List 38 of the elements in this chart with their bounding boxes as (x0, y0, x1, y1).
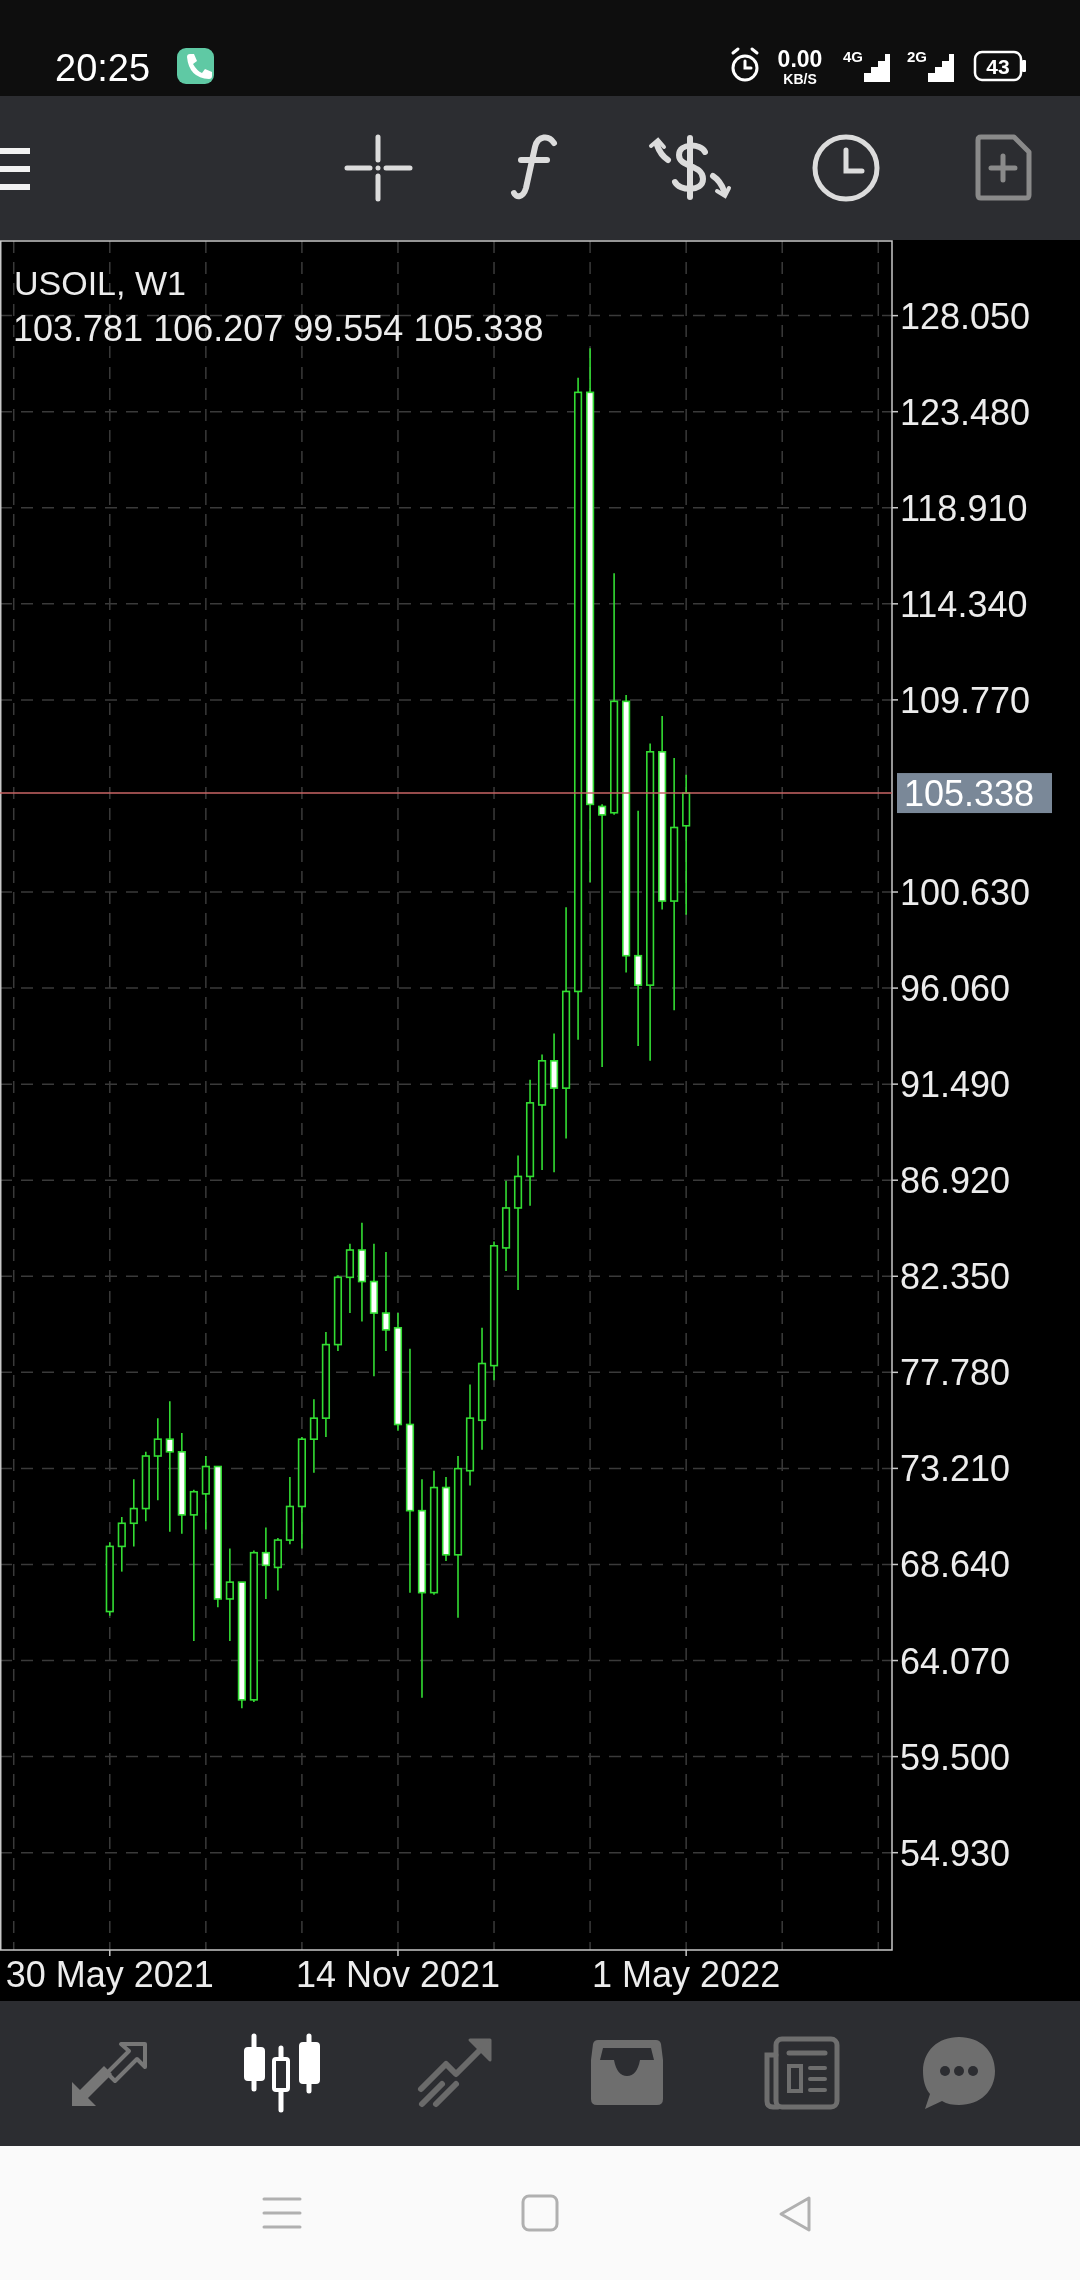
y-tick-label: 123.480 (900, 391, 1031, 433)
candlestick (117, 1516, 126, 1573)
y-tick-label: 128.050 (900, 295, 1031, 337)
text: 2G (906, 48, 928, 65)
y-tick-label: 86.920 (900, 1159, 1011, 1201)
y-tick-label: 54.930 (900, 1832, 1011, 1874)
candlestick (261, 1526, 270, 1600)
y-tick-label: 68.640 (900, 1543, 1011, 1585)
text: USOIL, W1 (14, 264, 186, 302)
candlestick (225, 1547, 234, 1642)
text: 0.00 (777, 46, 823, 72)
y-tick-label: 100.630 (900, 871, 1031, 913)
y-tick-label: 59.500 (900, 1736, 1011, 1778)
candlestick (309, 1398, 319, 1474)
candlestick (598, 803, 607, 1068)
y-tick-label: 64.070 (900, 1640, 1011, 1682)
ref-line-label: 105.338 (904, 772, 1035, 814)
y-tick-label: 73.210 (900, 1447, 1011, 1489)
text: 4G (842, 48, 864, 65)
y-tick-label: 96.060 (900, 967, 1011, 1009)
candlestick (189, 1488, 198, 1642)
y-tick-label: 114.340 (900, 583, 1028, 625)
candlestick (129, 1478, 138, 1548)
text: 103.781 106.207 99.554 105.338 (13, 308, 544, 349)
y-tick-label: 91.490 (900, 1063, 1011, 1105)
y-tick-label: 82.350 (900, 1255, 1011, 1297)
y-tick-label: 77.780 (900, 1351, 1011, 1393)
y-tick-label: 118.910 (900, 487, 1028, 529)
x-tick-label: 14 Nov 2021 (295, 1954, 501, 1995)
candlestick (153, 1417, 162, 1501)
x-tick-label: 1 May 2022 (592, 1954, 781, 1995)
candlestick (381, 1251, 391, 1352)
candlestick (165, 1400, 174, 1533)
text: 20:25 (55, 47, 151, 89)
y-tick-label: 109.770 (900, 679, 1031, 721)
text: KB/S (783, 71, 817, 87)
text: 43 (986, 55, 1010, 78)
x-tick-label: 30 May 2021 (5, 1954, 214, 1995)
